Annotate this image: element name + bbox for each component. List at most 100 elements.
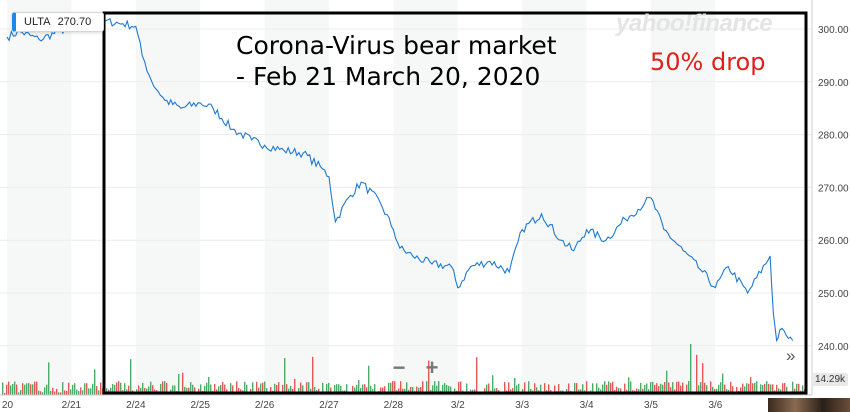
volume-bar <box>12 383 14 395</box>
volume-bar <box>754 382 756 395</box>
volume-bar <box>264 381 266 395</box>
volume-value-label: 14.29k <box>812 373 848 386</box>
volume-bar <box>748 383 750 395</box>
volume-bar <box>796 383 798 395</box>
volume-bar <box>354 387 356 395</box>
volume-bar <box>120 382 122 395</box>
volume-bar <box>28 383 30 395</box>
volume-bar <box>762 385 764 395</box>
volume-bar <box>382 387 384 395</box>
volume-bar <box>286 384 288 395</box>
volume-bar <box>380 387 382 395</box>
volume-bar <box>238 387 240 395</box>
volume-bar <box>6 384 8 395</box>
volume-bar <box>750 377 752 395</box>
volume-bar <box>548 384 550 395</box>
volume-bar <box>82 390 84 395</box>
volume-bar <box>138 385 140 395</box>
volume-bar <box>442 384 444 395</box>
volume-bar <box>596 383 598 395</box>
volume-bar <box>128 385 130 395</box>
volume-bar <box>766 381 768 395</box>
day-band <box>393 0 458 395</box>
y-tick-label: 300.00 <box>818 25 849 36</box>
volume-bar <box>206 382 208 395</box>
volume-bar <box>504 382 506 395</box>
volume-bar <box>652 381 654 395</box>
volume-bar <box>656 383 658 395</box>
volume-bar <box>14 381 16 395</box>
volume-bar <box>262 382 264 395</box>
volume-bar <box>50 390 52 395</box>
volume-bar <box>144 387 146 395</box>
volume-bar <box>736 386 738 395</box>
forward-icon[interactable]: » <box>786 346 796 365</box>
volume-bar <box>660 383 662 395</box>
volume-bar <box>488 383 490 395</box>
volume-bar <box>448 385 450 395</box>
volume-bar <box>536 387 538 395</box>
volume-bar <box>256 381 258 395</box>
volume-bar <box>140 387 142 395</box>
volume-bar <box>84 383 86 395</box>
volume-bar <box>314 386 316 395</box>
x-tick-label: 2/25 <box>190 400 210 411</box>
volume-bar <box>218 386 220 395</box>
volume-bar <box>278 382 280 395</box>
volume-bar <box>696 354 698 395</box>
volume-bar <box>124 383 126 395</box>
volume-bar <box>650 382 652 395</box>
volume-bar <box>630 381 632 395</box>
volume-bar <box>410 386 412 395</box>
volume-bar <box>60 392 62 395</box>
volume-bar <box>150 381 152 395</box>
annotation-title: Corona-Virus bear market - Feb 21 March … <box>236 31 557 91</box>
volume-bar <box>330 387 332 395</box>
volume-bar <box>752 383 754 395</box>
volume-bar <box>764 383 766 395</box>
volume-bar <box>362 384 364 395</box>
volume-bar <box>312 356 314 395</box>
volume-bar <box>400 381 402 395</box>
volume-bar <box>712 386 714 395</box>
x-tick-label: 2/28 <box>384 400 404 411</box>
volume-bar <box>628 377 630 395</box>
volume-bar <box>326 383 328 395</box>
annotation-drop: 50% drop <box>650 48 766 76</box>
volume-bar <box>740 387 742 395</box>
volume-bar <box>282 384 284 395</box>
volume-bar <box>640 382 642 395</box>
volume-bar <box>666 370 668 395</box>
volume-bar <box>258 387 260 395</box>
volume-bar <box>334 385 336 395</box>
volume-bar <box>22 383 24 395</box>
day-band <box>264 0 329 395</box>
volume-bar <box>172 385 174 395</box>
volume-bar <box>360 387 362 395</box>
y-tick-label: 250.00 <box>818 289 849 300</box>
x-tick-label: 3/2 <box>451 400 465 411</box>
volume-bar <box>438 381 440 395</box>
volume-bar <box>492 375 494 395</box>
day-band <box>522 0 587 395</box>
volume-bar <box>592 383 594 395</box>
volume-bar <box>328 382 330 395</box>
volume-bar <box>702 363 704 395</box>
day-band <box>135 0 201 395</box>
yahoo-finance-logo: yahoo!finance <box>616 10 773 37</box>
volume-bar <box>30 384 32 395</box>
zoom-in-button[interactable]: + <box>425 355 439 380</box>
volume-bar <box>72 384 74 395</box>
volume-bar <box>24 384 26 395</box>
volume-bar <box>422 381 424 395</box>
volume-bar <box>356 384 358 395</box>
x-tick-label: 3/3 <box>515 400 529 411</box>
day-band <box>7 0 72 395</box>
volume-bar <box>722 373 724 395</box>
volume-bar <box>276 384 278 395</box>
volume-bar <box>516 385 518 395</box>
volume-bar <box>46 384 48 395</box>
ticker-chip[interactable]: ULTA 270.70 <box>12 12 105 32</box>
zoom-out-button[interactable]: − <box>392 355 406 380</box>
